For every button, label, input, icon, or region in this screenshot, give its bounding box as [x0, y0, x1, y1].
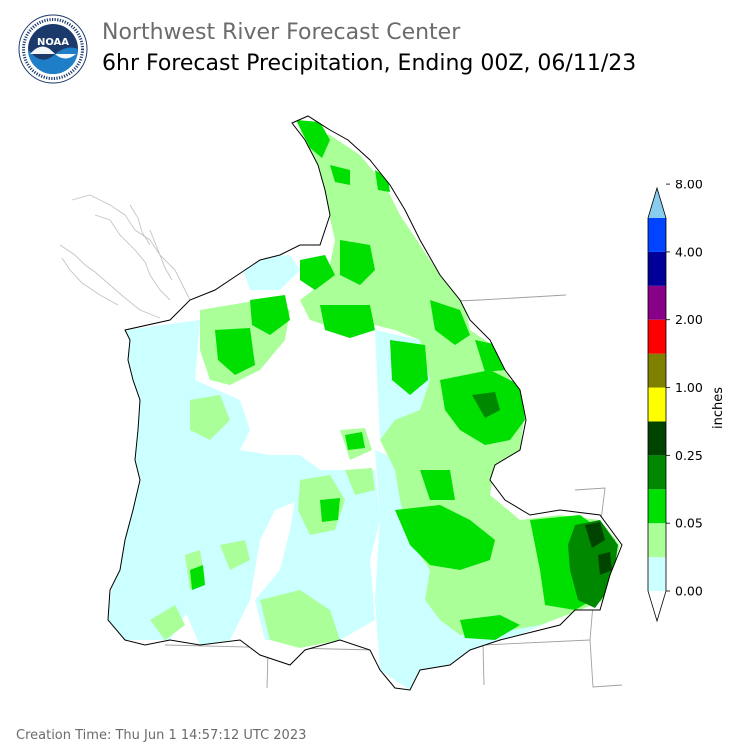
colorbar-bin — [648, 251, 666, 286]
colorbar-bin — [648, 218, 666, 252]
colorbar-bin — [648, 489, 666, 524]
colorbar-ticks: 0.00 0.05 0.25 1.00 2.00 4.00 8.00 — [666, 180, 703, 599]
colorbar-tick-label: 0.25 — [675, 448, 703, 463]
colorbar-bin — [648, 285, 666, 320]
colorbar-label: inches — [711, 387, 726, 429]
colorbar-bin — [648, 319, 666, 354]
colorbar-tick-label: 1.00 — [675, 380, 703, 395]
precip-fills — [108, 116, 622, 690]
page-subtitle: 6hr Forecast Precipitation, Ending 00Z, … — [102, 51, 637, 76]
colorbar-bins — [647, 186, 667, 623]
noaa-logo: NOAA — [18, 14, 88, 84]
colorbar-bin — [648, 353, 666, 388]
creation-time: Creation Time: Thu Jun 1 14:57:12 UTC 20… — [16, 728, 307, 743]
colorbar-tick-label: 8.00 — [675, 180, 703, 192]
precip-map — [59, 115, 623, 691]
colorbar-min-arrow — [648, 591, 666, 621]
colorbar-tick-label: 2.00 — [675, 312, 703, 327]
colorbar-bin — [648, 387, 666, 422]
precip-0.50-0.75 — [472, 392, 618, 608]
colorbar: 0.00 0.05 0.25 1.00 2.00 4.00 8.00 inches — [647, 180, 726, 623]
colorbar-tick-label: 4.00 — [675, 244, 703, 259]
colorbar-max-arrow — [648, 188, 666, 218]
colorbar-tick-label: 0.00 — [675, 584, 703, 599]
colorbar-bin — [648, 421, 666, 456]
precip-0.75-1.00 — [585, 522, 612, 575]
colorbar-bin — [648, 557, 666, 591]
colorbar-bin — [648, 455, 666, 490]
colorbar-bin — [648, 523, 666, 558]
colorbar-tick-label: 0.05 — [675, 516, 703, 531]
logo-text: NOAA — [37, 37, 69, 48]
page-title: Northwest River Forecast Center — [102, 20, 461, 45]
